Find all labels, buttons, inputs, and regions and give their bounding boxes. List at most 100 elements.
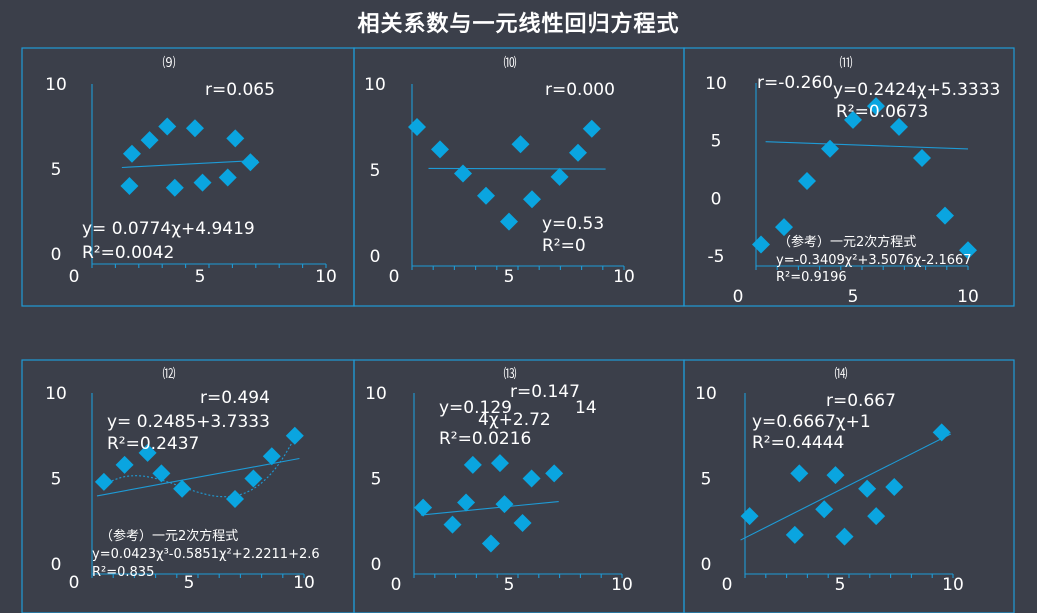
- data-point: [165, 178, 184, 197]
- data-point: [152, 464, 171, 483]
- annotation-text: R²=0.9196: [776, 270, 847, 285]
- data-point: [936, 206, 954, 225]
- data-point: [798, 172, 816, 191]
- panel-number: ⒀: [503, 367, 516, 382]
- x-tick-label: 10: [957, 287, 979, 307]
- data-point: [285, 426, 304, 445]
- annotation-text: y=0.53: [542, 214, 604, 234]
- data-point: [582, 119, 601, 138]
- x-tick-label: 0: [733, 287, 744, 307]
- data-point: [752, 235, 770, 254]
- x-tick-label: 10: [611, 575, 633, 595]
- data-point: [523, 190, 541, 209]
- x-tick-label: 5: [848, 287, 859, 307]
- data-point: [569, 143, 587, 162]
- data-point: [890, 117, 908, 136]
- data-point: [477, 186, 495, 205]
- data-point: [500, 212, 518, 231]
- data-point: [463, 455, 482, 474]
- annotation-text: r=0.147: [510, 382, 580, 402]
- cubic-fit-curve: [101, 432, 298, 498]
- annotation-text: y=0.0423χ³-0.5851χ²+2.2211+2.6: [92, 547, 320, 562]
- y-tick-label: 0: [370, 247, 381, 267]
- annotation-text: R²=0.4444: [752, 433, 844, 453]
- y-tick-label: 0: [371, 555, 382, 575]
- annotation-text: r=0.000: [545, 80, 615, 100]
- x-tick-label: 5: [835, 575, 846, 595]
- trendline: [121, 159, 258, 169]
- trendline: [765, 141, 969, 150]
- data-point: [885, 478, 904, 497]
- data-point: [122, 144, 141, 163]
- data-point: [513, 513, 532, 532]
- data-point: [511, 135, 530, 154]
- data-point: [785, 525, 804, 544]
- x-tick-label: 0: [722, 575, 733, 595]
- axis-lines: [411, 84, 624, 267]
- data-point: [522, 469, 541, 488]
- annotation-text: （参考）一元2次方程式: [100, 528, 238, 544]
- data-point: [158, 117, 177, 136]
- y-tick-label: 10: [705, 74, 727, 94]
- annotation-text: R²=0: [542, 236, 586, 256]
- y-tick-label: 10: [695, 384, 717, 404]
- data-point: [932, 423, 951, 442]
- data-point: [218, 168, 237, 187]
- annotation-text: r=-0.260: [757, 73, 833, 93]
- scatter-panel: ⑼ 0 5 10 0 5 10 r=0.065 y= 0.0774χ+4.9419 R²=0.00…: [21, 47, 355, 307]
- y-tick-label: 5: [51, 160, 62, 180]
- annotation-text: R²=0.0673: [836, 102, 928, 122]
- x-tick-label: 5: [504, 575, 515, 595]
- data-point: [414, 498, 433, 517]
- x-tick-label: 10: [293, 573, 315, 593]
- data-point: [913, 148, 931, 167]
- x-tick-label: 0: [69, 267, 80, 287]
- data-point: [454, 164, 472, 183]
- y-tick-label: 10: [45, 384, 67, 404]
- data-point: [821, 139, 839, 158]
- y-tick-label: 0: [701, 555, 712, 575]
- x-tick-label: 10: [315, 267, 337, 287]
- panel-number: ⑼: [162, 56, 175, 71]
- data-point: [490, 454, 509, 473]
- y-tick-label: 5: [711, 132, 722, 152]
- data-point: [844, 110, 862, 129]
- x-tick-label: 10: [613, 267, 635, 287]
- panel-number: ⑽: [503, 56, 516, 71]
- data-point: [550, 167, 569, 186]
- data-point: [94, 472, 113, 491]
- data-point: [193, 173, 212, 192]
- annotation-text: y=-0.3409χ²+3.5076χ-2.1667: [776, 253, 972, 268]
- data-point: [775, 218, 793, 237]
- annotation-text: y= 0.2485+3.7333: [107, 412, 270, 432]
- data-point: [545, 464, 564, 483]
- y-tick-label: 5: [371, 470, 382, 490]
- data-point: [140, 131, 159, 150]
- data-point: [262, 447, 281, 466]
- panel-border: [683, 359, 1015, 613]
- panel-number: ⑿: [162, 367, 175, 382]
- data-point: [835, 527, 854, 546]
- data-point: [431, 140, 449, 159]
- panel-number: ⑾: [839, 56, 852, 71]
- data-point: [120, 177, 139, 195]
- data-point: [226, 490, 244, 509]
- data-point: [173, 479, 192, 498]
- y-tick-label: 0: [51, 555, 62, 575]
- data-point: [740, 507, 759, 526]
- annotation-text: y=0.2424χ+5.3333: [833, 80, 1000, 100]
- annotation-text: r=0.494: [200, 388, 270, 408]
- data-point: [867, 507, 886, 526]
- annotation-text: y=0.129: [439, 398, 512, 418]
- data-point: [826, 466, 845, 485]
- x-tick-label: 0: [69, 573, 80, 593]
- data-point: [790, 464, 809, 483]
- scatter-panel: ⑿ 0 5 10 0 5 10 r=0.494 y= 0.2485+3.7333R²=0.243…: [21, 359, 355, 613]
- annotation-text: R²=0.2437: [107, 434, 199, 454]
- data-point: [408, 118, 426, 136]
- data-point: [867, 97, 885, 116]
- trendline: [740, 433, 951, 541]
- annotation-text: y=0.6667χ+1: [752, 412, 871, 432]
